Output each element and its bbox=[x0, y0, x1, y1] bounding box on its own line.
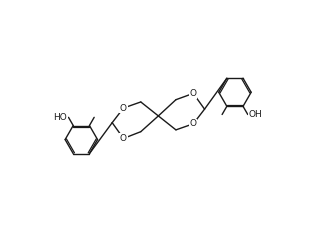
Text: O: O bbox=[120, 134, 127, 143]
Text: O: O bbox=[120, 103, 127, 113]
Text: OH: OH bbox=[249, 110, 263, 119]
Text: O: O bbox=[190, 119, 197, 128]
Text: HO: HO bbox=[54, 113, 67, 122]
Text: O: O bbox=[190, 89, 197, 98]
